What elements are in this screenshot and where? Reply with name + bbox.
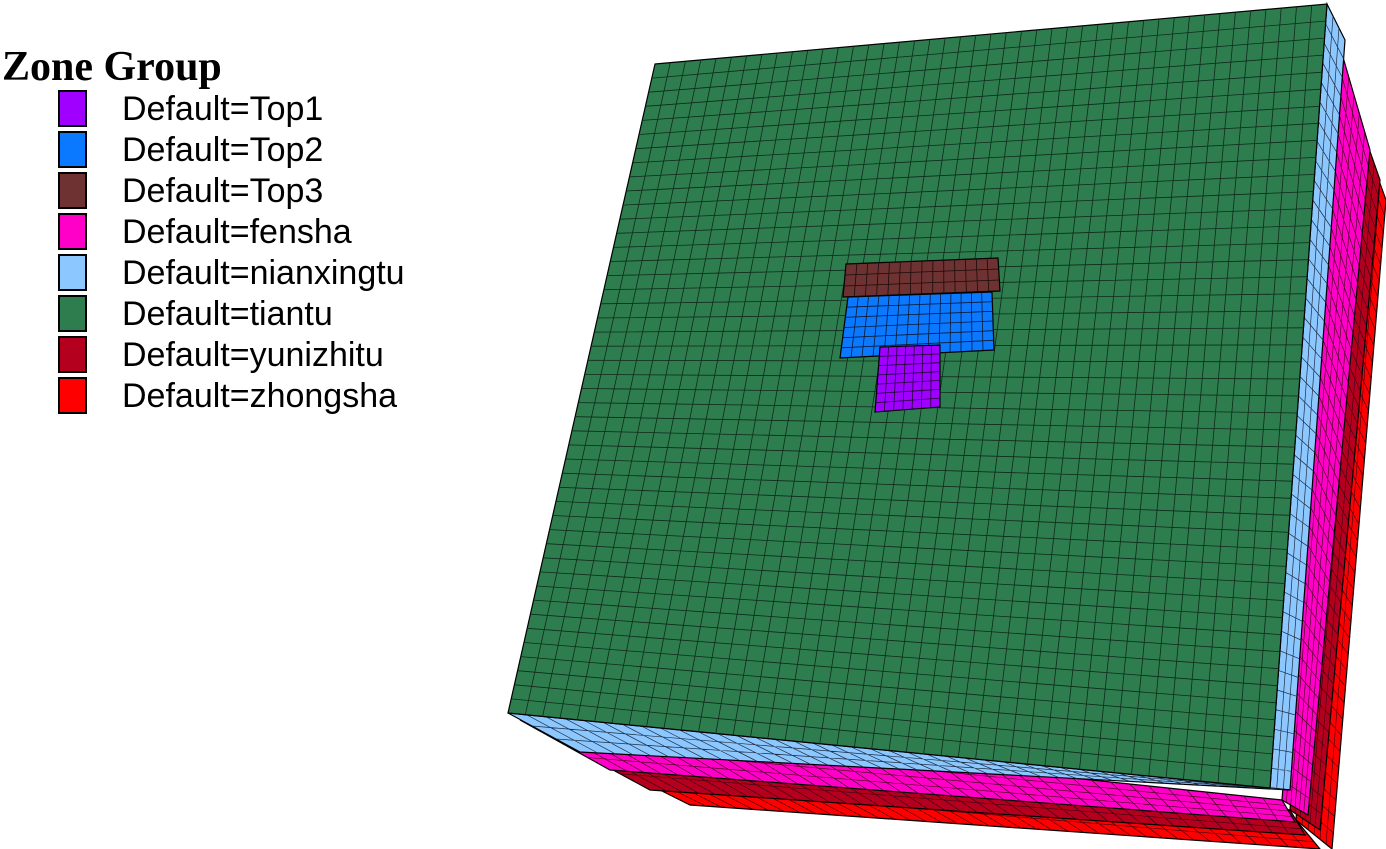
legend-label-fensha: Default=fensha [122,213,352,251]
legend-label-nianxingtu: Default=nianxingtu [122,254,405,292]
center-blocks [839,257,1001,413]
legend-swatch-top2 [58,131,87,168]
block-top3-grid [843,258,1000,297]
legend-label-top1: Default=Top1 [122,90,324,128]
legend-swatch-nianxingtu [58,254,87,291]
legend-swatch-tiantu [58,295,87,332]
legend-label-tiantu: Default=tiantu [122,295,333,333]
legend-label-zhongsha: Default=zhongsha [122,377,398,415]
right-face-nianxingtu-grid [1271,15,1344,790]
block-top1-grid [875,345,941,412]
block-top1 [874,344,941,413]
legend-label-yunizhitu: Default=yunizhitu [122,336,384,374]
block-top2 [839,291,995,359]
legend-swatch-top1 [58,90,87,127]
legend-title: Zone Group [2,44,222,90]
legend-swatch-yunizhitu [58,336,87,373]
legend-swatch-zhongsha [58,377,87,414]
legend-swatch-top3 [58,172,87,209]
block-top2-grid [841,292,994,358]
legend-label-top3: Default=Top3 [122,172,324,210]
legend-label-top2: Default=Top2 [122,131,324,169]
front-face-nianxingtu-grid [526,714,1284,790]
legend-swatch-fensha [58,213,87,250]
